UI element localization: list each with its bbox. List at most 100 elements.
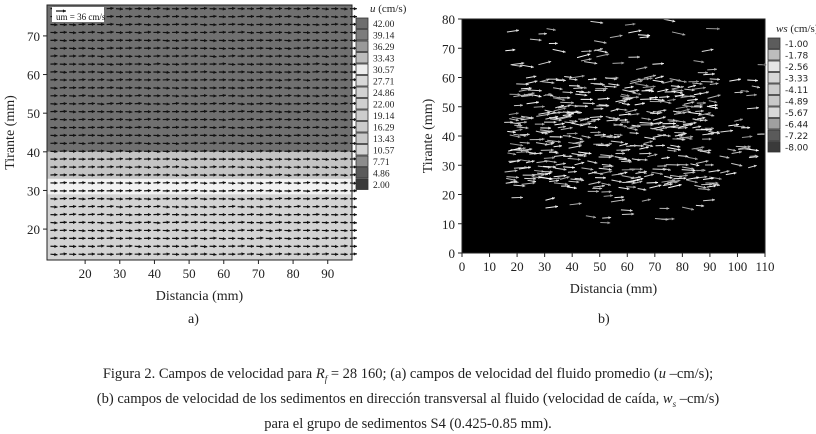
y-tick-label: 60 — [27, 68, 40, 83]
x-tick-label: 80 — [676, 259, 689, 274]
colorbar-swatch — [356, 99, 368, 110]
caption-text: (b) campos de velocidad de los sedimento… — [97, 391, 663, 407]
colorbar-swatch — [356, 110, 368, 121]
x-tick-label: 50 — [593, 259, 606, 274]
colorbar-swatch — [356, 145, 368, 156]
x-tick-label: 30 — [113, 266, 126, 281]
y-tick-label: 50 — [442, 100, 455, 115]
colorbar-level-label: 2.00 — [373, 181, 390, 191]
colorbar-level-label: -4.89 — [785, 97, 809, 107]
colorbar-level-label: -8.00 — [785, 143, 809, 153]
colorbar-swatch — [356, 87, 368, 98]
colorbar-swatch — [356, 53, 368, 64]
colorbar-swatch — [356, 76, 368, 87]
colorbar-level-label: 42.00 — [373, 20, 395, 30]
x-tick-label: 80 — [287, 266, 300, 281]
y-tick-label: 40 — [442, 129, 455, 144]
panel-a-label: a) — [188, 312, 199, 328]
colorbar-swatch — [356, 168, 368, 179]
x-tick-label: 0 — [459, 259, 466, 274]
colorbar-swatch — [768, 50, 780, 61]
x-tick-label: 100 — [728, 259, 748, 274]
x-tick-label: 70 — [648, 259, 661, 274]
colorbar-level-label: -1.78 — [785, 51, 809, 61]
colorbar-level-label: 27.71 — [373, 77, 395, 87]
colorbar-swatch — [768, 73, 780, 84]
colorbar-swatch — [356, 64, 368, 75]
x-tick-label: 20 — [79, 266, 92, 281]
colorbar-swatch — [356, 30, 368, 41]
plot-background — [462, 19, 765, 253]
colorbar-level-label: 39.14 — [373, 31, 395, 41]
colorbar-swatch — [768, 38, 780, 49]
x-tick-label: 70 — [252, 266, 265, 281]
y-tick-label: 10 — [442, 217, 455, 232]
colorbar-swatch — [356, 156, 368, 167]
colorbar-title: ws (cm/s) — [776, 23, 816, 35]
y-axis-label: Tirante (mm) — [421, 98, 436, 173]
x-axis-label: Distancia (mm) — [570, 282, 658, 297]
colorbar-swatch — [768, 107, 780, 118]
colorbar-level-label: 7.71 — [373, 158, 390, 168]
arrow-head — [354, 245, 357, 248]
colorbar-level-label: 4.86 — [373, 169, 390, 179]
colorbar-swatch — [356, 41, 368, 52]
caption-symbol: R — [316, 366, 325, 382]
panel-b-label: b) — [598, 312, 610, 328]
colorbar-swatch — [356, 18, 368, 29]
colorbar-level-label: -4.11 — [785, 86, 808, 96]
y-tick-label: 40 — [27, 145, 40, 160]
colorbar-level-label: -5.67 — [785, 109, 808, 119]
colorbar-swatch — [768, 84, 780, 95]
y-tick-label: 80 — [442, 12, 455, 27]
colorbar-swatch — [768, 119, 780, 130]
x-tick-label: 90 — [321, 266, 334, 281]
arrow-head — [354, 252, 357, 255]
region — [47, 5, 352, 152]
caption-text: –cm/s) — [676, 391, 719, 407]
arrow-head — [354, 213, 357, 216]
colorbar-level-label: -7.22 — [785, 132, 808, 142]
colorbar-level-label: 36.29 — [373, 43, 395, 53]
y-tick-label: 60 — [442, 71, 455, 86]
x-tick-label: 30 — [538, 259, 551, 274]
colorbar-level-label: -6.44 — [785, 120, 809, 130]
x-tick-label: 60 — [621, 259, 634, 274]
colorbar-level-label: 33.43 — [373, 54, 395, 64]
arrow-head — [354, 197, 357, 200]
y-tick-label: 70 — [442, 41, 455, 56]
x-axis-label: Distancia (mm) — [156, 289, 244, 304]
y-tick-label: 30 — [442, 158, 455, 173]
caption-text: = 28 160; (a) campos de velocidad del fl… — [327, 366, 659, 382]
colorbar-swatch — [768, 142, 780, 153]
arrow-head — [354, 7, 357, 10]
colorbar-level-label: 10.57 — [373, 146, 395, 156]
colorbar-level-label: 16.29 — [373, 123, 395, 133]
colorbar-level-label: 22.00 — [373, 100, 395, 110]
colorbar-level-label: 24.86 — [373, 89, 395, 99]
colorbar-level-label: -1.00 — [785, 40, 809, 50]
x-tick-label: 10 — [483, 259, 496, 274]
arrow-head — [354, 221, 357, 224]
figure-caption: Figura 2. Campos de velocidad para Rf = … — [0, 364, 816, 434]
x-tick-label: 50 — [183, 266, 196, 281]
y-tick-label: 20 — [442, 188, 455, 203]
colorbar-level-label: 30.57 — [373, 66, 395, 76]
arrow-head — [354, 229, 357, 232]
colorbar-level-label: 19.14 — [373, 112, 395, 122]
colorbar-symbol: ws — [776, 23, 788, 35]
region — [47, 194, 352, 260]
caption-text: Figura 2. Campos de velocidad para — [103, 366, 316, 382]
x-tick-label: 110 — [755, 259, 774, 274]
x-tick-label: 40 — [148, 266, 161, 281]
x-tick-label: 20 — [511, 259, 524, 274]
colorbar-title: u (cm/s) — [370, 3, 407, 15]
arrow-head — [354, 236, 357, 239]
colorbar-swatch — [356, 179, 368, 190]
region — [47, 179, 352, 194]
x-tick-label: 40 — [566, 259, 579, 274]
y-tick-label: 0 — [449, 246, 456, 261]
colorbar-swatch — [768, 61, 780, 72]
